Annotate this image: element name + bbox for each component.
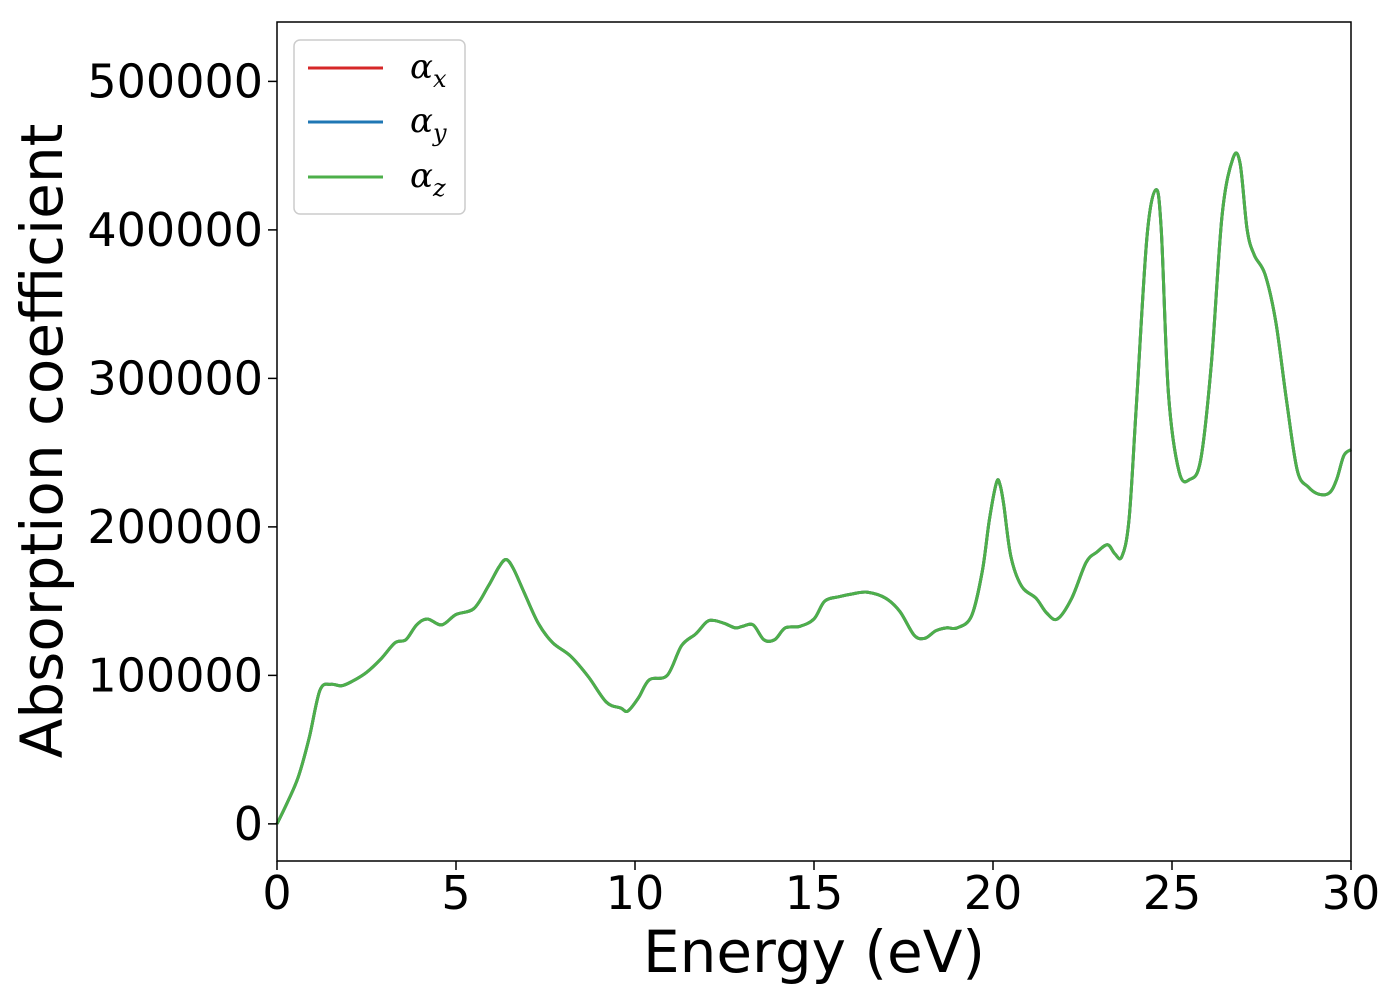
x-tick-label: 20 xyxy=(964,866,1023,920)
x-tick-label: 0 xyxy=(262,866,291,920)
x-tick-label: 5 xyxy=(441,866,470,920)
y-tick-label: 200000 xyxy=(87,500,263,554)
legend-label-subscript: x xyxy=(433,65,447,93)
legend-box xyxy=(293,39,466,215)
y-axis: 0 100000 200000 300000 400000 500000 xyxy=(87,54,277,851)
x-tick-label: 15 xyxy=(785,866,844,920)
x-axis-title: Energy (eV) xyxy=(643,918,985,986)
y-tick-label: 300000 xyxy=(87,351,263,405)
y-tick-label: 400000 xyxy=(87,203,263,257)
x-tick-label: 30 xyxy=(1322,866,1381,920)
x-tick-label: 25 xyxy=(1143,866,1202,920)
x-axis: 0 5 10 15 20 25 30 xyxy=(262,861,1380,920)
series-layer xyxy=(275,151,1352,825)
y-axis-title: Absorption coefficient xyxy=(8,124,76,759)
legend-label-subscript: y xyxy=(432,119,447,147)
legend-label-subscript: z xyxy=(432,174,446,202)
x-tick-label: 10 xyxy=(606,866,665,920)
y-tick-label: 100000 xyxy=(87,648,263,702)
series-line-z xyxy=(275,151,1352,825)
y-tick-label: 500000 xyxy=(87,54,263,108)
y-tick-label: 0 xyxy=(234,797,263,851)
